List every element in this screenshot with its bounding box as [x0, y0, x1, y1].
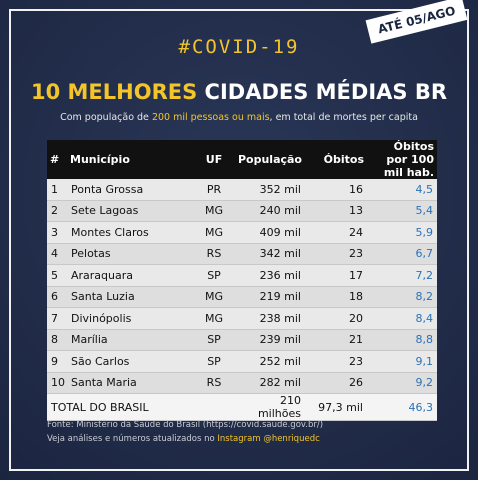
- cell: 26: [305, 372, 367, 394]
- cell: 1: [47, 179, 67, 201]
- cell: Araraquara: [67, 264, 195, 287]
- instagram: Instagram @henriquedc: [217, 434, 320, 444]
- cell: 18: [305, 286, 367, 308]
- cell: 9,2: [367, 372, 437, 394]
- hashtag: #COVID-19: [178, 36, 300, 58]
- cell: PR: [195, 179, 233, 201]
- cell: 6: [47, 286, 67, 308]
- cell: 24: [305, 221, 367, 244]
- cell: 16: [305, 179, 367, 201]
- cell: Pelotas: [67, 243, 195, 265]
- table-row: 5 Araraquara SP 236 mil 17 7,2: [47, 264, 437, 287]
- table-row: 2 Sete Lagoas MG 240 mil 13 5,4: [47, 200, 437, 222]
- cell: RS: [195, 243, 233, 265]
- frame: [9, 9, 469, 471]
- cell: 4,5: [367, 179, 437, 201]
- cell: 5,4: [367, 200, 437, 222]
- table-row: 8 Marília SP 239 mil 21 8,8: [47, 329, 437, 351]
- title-highlight: 10 MELHORES: [30, 80, 198, 104]
- cell: 20: [305, 307, 367, 330]
- total-row: TOTAL DO BRASIL 210 milhões 97,3 mil 46,3: [47, 393, 437, 421]
- cell: Ponta Grossa: [67, 179, 195, 201]
- cell: São Carlos: [67, 350, 195, 373]
- table-row: 1 Ponta Grossa PR 352 mil 16 4,5: [47, 179, 437, 201]
- cell: 5,9: [367, 221, 437, 244]
- subtitle-highlight: 200 mil pessoas ou mais: [151, 112, 270, 123]
- cell: 7,2: [367, 264, 437, 287]
- table-row: 3 Montes Claros MG 409 mil 24 5,9: [47, 221, 437, 244]
- header-row: # Município UF População Óbitos Óbitos por 10…: [47, 140, 437, 179]
- table-row: 9 São Carlos SP 252 mil 23 9,1: [47, 350, 437, 373]
- title: 10 MELHORES CIDADES MÉDIAS BR: [0, 80, 478, 104]
- cell: 282 mil: [233, 372, 305, 394]
- cell: 8: [47, 329, 67, 351]
- cell: RS: [195, 372, 233, 394]
- cell: 240 mil: [233, 200, 305, 222]
- cell: Santa Luzia: [67, 286, 195, 308]
- cell: SP: [195, 350, 233, 373]
- cell: Santa Maria: [67, 372, 195, 394]
- subtitle-text: Com população de: [60, 112, 152, 123]
- cell: 2: [47, 200, 67, 222]
- cell: 9: [47, 350, 67, 373]
- cell: MG: [195, 200, 233, 222]
- header-cell: UF: [195, 140, 233, 179]
- header-cell: Óbitos: [305, 140, 367, 179]
- cell: 239 mil: [233, 329, 305, 351]
- cell: SP: [195, 264, 233, 287]
- cell: 409 mil: [233, 221, 305, 244]
- footer-note: Veja análises e números atualizados no I…: [47, 434, 320, 444]
- cell: 342 mil: [233, 243, 305, 265]
- cell: 5: [47, 264, 67, 287]
- cell: 236 mil: [233, 264, 305, 287]
- footer-text: Veja análises e números atualizados no: [47, 434, 218, 444]
- subtitle-text: , em total de mortes per capita: [269, 112, 418, 123]
- cell: 7: [47, 307, 67, 330]
- header-cell: População: [233, 140, 305, 179]
- cell: 17: [305, 264, 367, 287]
- cell: Marília: [67, 329, 195, 351]
- cell: MG: [195, 307, 233, 330]
- ranking-table: # Município UF População Óbitos Óbitos por 10…: [47, 140, 437, 421]
- header-cell: Município: [67, 140, 195, 179]
- cell: 6,7: [367, 243, 437, 265]
- table-row: 7 Divinópolis MG 238 mil 20 8,4: [47, 307, 437, 330]
- source: Fonte: Ministério da Saúde do Brasil (ht…: [47, 420, 324, 430]
- cell: MG: [195, 286, 233, 308]
- cell: 252 mil: [233, 350, 305, 373]
- cell: MG: [195, 221, 233, 244]
- cell: 97,3 mil: [305, 393, 367, 421]
- cell: SP: [195, 329, 233, 351]
- table-row: 6 Santa Luzia MG 219 mil 18 8,2: [47, 286, 437, 308]
- cell: 10: [47, 372, 67, 394]
- cell: 8,2: [367, 286, 437, 308]
- cell: Divinópolis: [67, 307, 195, 330]
- cell: 9,1: [367, 350, 437, 373]
- table-row: 4 Pelotas RS 342 mil 23 6,7: [47, 243, 437, 265]
- cell: 8,4: [367, 307, 437, 330]
- cell: 46,3: [367, 393, 437, 421]
- total-label: TOTAL DO BRASIL: [47, 393, 233, 421]
- subtitle: Com população de 200 mil pessoas ou mais…: [0, 112, 478, 123]
- cell: 210 milhões: [233, 393, 305, 421]
- header-cell: #: [47, 140, 67, 179]
- cell: 238 mil: [233, 307, 305, 330]
- table-row: 10 Santa Maria RS 282 mil 26 9,2: [47, 372, 437, 394]
- header-cell: Óbitos por 100 mil hab.: [367, 140, 437, 179]
- cell: 8,8: [367, 329, 437, 351]
- title-rest: CIDADES MÉDIAS BR: [204, 80, 448, 104]
- cell: Montes Claros: [67, 221, 195, 244]
- cell: 23: [305, 243, 367, 265]
- cell: 219 mil: [233, 286, 305, 308]
- cell: 3: [47, 221, 67, 244]
- cell: 4: [47, 243, 67, 265]
- cell: 21: [305, 329, 367, 351]
- cell: 13: [305, 200, 367, 222]
- cell: 352 mil: [233, 179, 305, 201]
- cell: Sete Lagoas: [67, 200, 195, 222]
- cell: 23: [305, 350, 367, 373]
